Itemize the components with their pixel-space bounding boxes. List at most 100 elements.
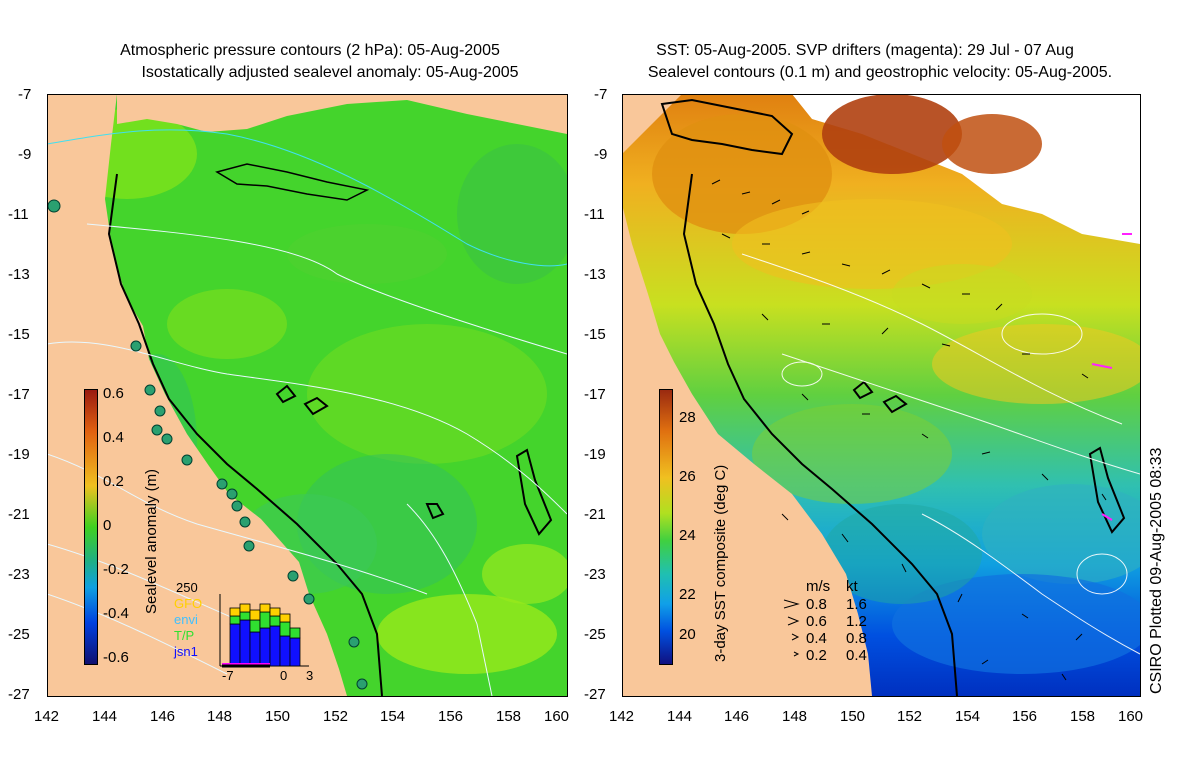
velocity-legend-kt: 1.6 [846,596,867,613]
sst-map-svg [622,94,1140,696]
altimeter-inset: 250 GFO envi T/P jsn1 [172,580,322,690]
left-title-line2: Isostatically adjusted sealevel anomaly:… [141,64,519,81]
land-mainland-left [47,94,347,696]
lon-tick: 154 [955,708,981,725]
lat-tick: -7 [18,86,32,103]
sla-colorbar-tick: -0.6 [103,649,129,666]
lat-tick: -27 [8,686,30,703]
lon-tick: 152 [323,708,349,725]
sla-map [47,94,567,696]
lat-tick: -9 [594,146,608,163]
lon-tick: 152 [897,708,923,725]
sla-colorbar-tick: 0.2 [103,473,124,490]
lat-tick: -13 [8,266,30,283]
inset-x-tick: 0 [280,668,288,683]
land-png-right [622,94,682,154]
lon-tick: 156 [438,708,464,725]
lat-tick: -13 [584,266,606,283]
lon-tick: 158 [496,708,522,725]
velocity-legend-ms: 0.4 [806,630,827,647]
sla-colorbar-tick: 0.4 [103,429,124,446]
sealevel-contours [741,253,1140,655]
right-title-line1: SST: 05-Aug-2005. SVP drifters (magenta)… [656,42,1074,59]
lon-tick: 160 [544,708,570,725]
lat-tick: -23 [8,566,30,583]
velocity-legend-ms: 0.2 [806,647,827,664]
lat-tick: -23 [584,566,606,583]
lat-tick: -17 [8,386,30,403]
sla-colorbar-tick: 0 [103,517,112,534]
sst-map [622,94,1140,696]
lon-tick: 142 [609,708,635,725]
sst-colorbar-label: 3-day SST composite (deg C) [712,464,729,662]
velocity-legend-kt: 1.2 [846,613,867,630]
sla-colorbar [84,389,98,665]
lat-tick: -21 [584,506,606,523]
lon-tick: 158 [1070,708,1096,725]
velocity-legend-ms-header: m/s [806,578,831,595]
lat-tick: -27 [584,686,606,703]
inset-legend-gfo: GFO [174,596,203,611]
shelf-break-right [682,173,958,696]
inset-legend-envi: envi [174,612,198,627]
velocity-legend-kt-header: kt [846,578,858,595]
inset-legend-jsn1: jsn1 [174,644,198,659]
velocity-arrows [711,179,1107,681]
lon-tick: 142 [34,708,60,725]
inset-count-label: 250 [176,580,198,595]
shelf-break-left [107,173,383,696]
lat-tick: -19 [8,446,30,463]
lat-tick: -21 [8,506,30,523]
plot-stamp: CSIRO Plotted 09-Aug-2005 08:33 [1148,447,1165,694]
lon-tick: 150 [265,708,291,725]
lon-tick: 148 [782,708,808,725]
sst-colorbar-tick: 26 [679,468,696,485]
lat-tick: -9 [18,146,32,163]
sst-colorbar-tick: 28 [679,409,696,426]
lon-tick: 156 [1012,708,1038,725]
inset-x-tick: -7 [222,668,234,683]
lat-tick: -25 [584,626,606,643]
lat-tick: -15 [584,326,606,343]
sla-colorbar-tick: 0.6 [103,385,124,402]
right-title-line2: Sealevel contours (0.1 m) and geostrophi… [647,64,1113,81]
sst-colorbar-tick: 20 [679,626,696,643]
lat-tick: -7 [594,86,608,103]
velocity-legend-ms: 0.6 [806,613,827,630]
velocity-legend-kt: 0.4 [846,647,867,664]
lat-tick: -11 [584,206,605,223]
lon-tick: 148 [207,708,233,725]
lon-tick: 144 [667,708,693,725]
sst-colorbar-tick: 22 [679,586,696,603]
lon-tick: 160 [1118,708,1144,725]
velocity-legend-kt: 0.8 [846,630,867,647]
lon-tick: 144 [92,708,118,725]
land-mainland-right [622,204,872,696]
lon-tick: 146 [724,708,750,725]
islands-left [275,384,553,536]
lat-tick: -17 [584,386,606,403]
velocity-legend-ms: 0.8 [806,596,827,613]
velocity-legend: m/s kt 0.8 1.6 0.6 1.2 0.4 0.8 0.2 0.4 [780,578,900,670]
svp-drifter-tracks [1091,233,1132,521]
sla-colorbar-tick: -0.2 [103,561,129,578]
inset-x-tick: 3 [306,668,314,683]
inset-legend-tp: T/P [174,628,195,643]
sla-map-svg [47,94,567,696]
sla-colorbar-label: Sealevel anomaly (m) [143,468,160,614]
lon-tick: 146 [150,708,176,725]
islands-right [852,380,1126,534]
tide-gauge-stations [47,199,368,690]
sst-colorbar [659,389,673,665]
velocity-legend-arrows [783,599,800,657]
lon-tick: 154 [380,708,406,725]
lat-tick: -19 [584,446,606,463]
sla-colorbar-tick: -0.4 [103,605,129,622]
lon-tick: 150 [840,708,866,725]
inset-histogram [219,594,309,668]
pressure-contours [47,223,567,696]
land-png-left [117,94,567,134]
lat-tick: -15 [8,326,30,343]
pressure-contour-cyan [47,129,567,267]
sst-colorbar-tick: 24 [679,527,696,544]
